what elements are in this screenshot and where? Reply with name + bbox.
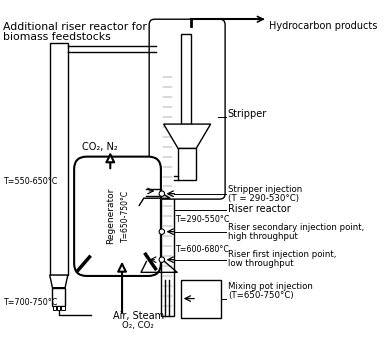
Text: T=290-550°C: T=290-550°C	[175, 216, 230, 224]
Text: Stripper injection: Stripper injection	[228, 185, 302, 194]
Text: Riser reactor: Riser reactor	[228, 204, 291, 214]
Bar	[50, 43, 68, 275]
Bar	[57, 306, 60, 310]
Text: T=550-650°C: T=550-650°C	[3, 178, 57, 187]
Bar	[53, 288, 65, 306]
Bar	[181, 280, 221, 318]
Bar	[161, 70, 173, 316]
Text: biomass feedstocks: biomass feedstocks	[3, 32, 110, 42]
Text: Mixing pot injection: Mixing pot injection	[228, 282, 313, 291]
Text: Hydrocarbon products: Hydrocarbon products	[270, 21, 378, 31]
Polygon shape	[164, 124, 210, 149]
Bar	[53, 306, 56, 310]
Bar	[178, 149, 196, 180]
Text: T=650-750°C: T=650-750°C	[121, 190, 130, 242]
Text: high throughput: high throughput	[228, 232, 298, 241]
FancyBboxPatch shape	[149, 19, 225, 199]
FancyBboxPatch shape	[74, 157, 161, 276]
Text: low throughput: low throughput	[228, 259, 293, 268]
Text: Stripper: Stripper	[228, 109, 267, 119]
Bar	[181, 34, 191, 124]
Text: Additional riser reactor for: Additional riser reactor for	[3, 22, 147, 32]
Bar	[61, 306, 65, 310]
Text: Riser secondary injection point,: Riser secondary injection point,	[228, 223, 364, 232]
Circle shape	[159, 257, 165, 262]
Text: T=700-750°C: T=700-750°C	[3, 298, 57, 307]
Text: O₂, CO₂: O₂, CO₂	[123, 321, 154, 330]
Polygon shape	[50, 275, 68, 288]
Text: (T=650-750°C): (T=650-750°C)	[228, 291, 293, 300]
Text: (T = 290-530°C): (T = 290-530°C)	[228, 194, 299, 203]
Text: T=600-680°C: T=600-680°C	[175, 245, 230, 254]
Text: Riser first injection point,: Riser first injection point,	[228, 250, 336, 259]
Text: CO₂, N₂: CO₂, N₂	[82, 142, 117, 152]
Circle shape	[159, 191, 165, 197]
Text: Air, Steam: Air, Steam	[113, 311, 164, 321]
Text: Regenerator: Regenerator	[106, 188, 115, 245]
Circle shape	[159, 229, 165, 234]
